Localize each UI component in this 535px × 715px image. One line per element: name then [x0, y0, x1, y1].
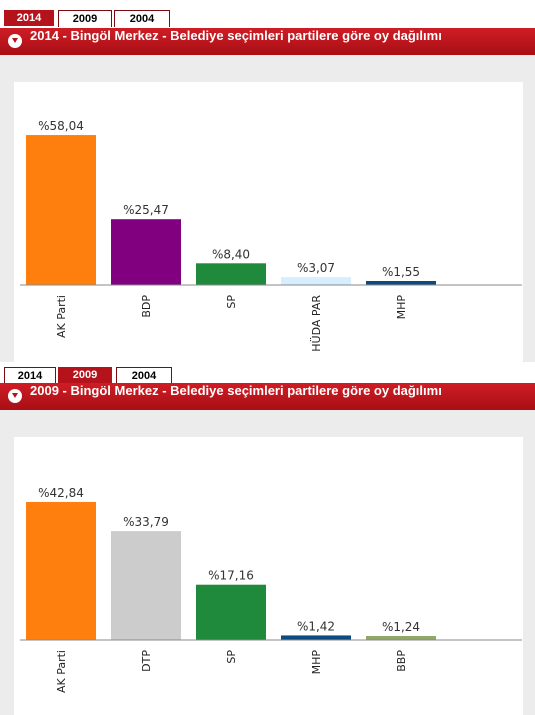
bar-4 [281, 635, 351, 640]
tab-2014[interactable]: 2014 [4, 367, 56, 384]
data-label: %42,84 [38, 486, 84, 500]
bar-chart-2009: %42,84 AK Parti %33,79 DTP %17,16 SP %1,42 MHP%… [20, 486, 522, 693]
category-label: SP [225, 295, 238, 309]
category-label: AK Parti [55, 650, 68, 693]
year-tabs: 2014 2009 2004 [0, 367, 535, 384]
data-label: %33,79 [123, 515, 169, 529]
bar-3 [196, 263, 266, 285]
category-label: BBP [395, 650, 408, 672]
bar-chart-2014: %58,04 AK Parti %25,47 BDP %8,40 SP %3,07 HÜDA … [20, 119, 522, 352]
bar-1 [26, 501, 96, 640]
category-label: BDP [140, 295, 153, 318]
tab-2004[interactable]: 2004 [114, 10, 170, 27]
bar-5 [366, 636, 436, 640]
bar-3 [196, 584, 266, 640]
tab-2014[interactable]: 2014 [4, 10, 54, 26]
bar-2 [111, 531, 181, 640]
data-label: %1,42 [297, 619, 335, 633]
chart-panel-2009: 2014 2009 2004 2009 - Bingöl Merkez - Be… [0, 367, 535, 715]
chart-header: 2009 - Bingöl Merkez - Belediye seçimler… [0, 383, 535, 410]
data-label: %3,07 [297, 261, 335, 275]
data-label: %1,55 [382, 265, 420, 279]
chart-title: 2009 - Bingöl Merkez - Belediye seçimler… [30, 383, 442, 398]
category-label: AK Parti [55, 295, 68, 338]
chart-panel-2014: 2014 2009 2004 2014 - Bingöl Merkez - Be… [0, 10, 535, 362]
data-label: %58,04 [38, 119, 84, 133]
tab-2009[interactable]: 2009 [58, 10, 112, 27]
category-label: HÜDA PAR [310, 295, 323, 352]
collapse-arrow-icon[interactable] [8, 389, 22, 403]
bar-4 [281, 277, 351, 285]
bar-1 [26, 135, 96, 285]
tab-2004[interactable]: 2004 [116, 367, 172, 384]
data-label: %1,24 [382, 620, 420, 634]
chart-title: 2014 - Bingöl Merkez - Belediye seçimler… [30, 28, 442, 43]
bar-5 [366, 280, 436, 285]
plot-area [14, 437, 523, 715]
chart-header: 2014 - Bingöl Merkez - Belediye seçimler… [0, 28, 535, 55]
tab-2009[interactable]: 2009 [58, 367, 112, 383]
category-label: MHP [310, 650, 323, 675]
plot-area [14, 82, 523, 362]
category-label: DTP [140, 650, 153, 672]
category-label: MHP [395, 295, 408, 320]
bar-2 [111, 219, 181, 285]
data-label: %8,40 [212, 247, 250, 261]
category-label: SP [225, 650, 238, 664]
year-tabs: 2014 2009 2004 [0, 10, 535, 27]
collapse-arrow-icon[interactable] [8, 34, 22, 48]
data-label: %17,16 [208, 569, 254, 583]
data-label: %25,47 [123, 203, 169, 217]
